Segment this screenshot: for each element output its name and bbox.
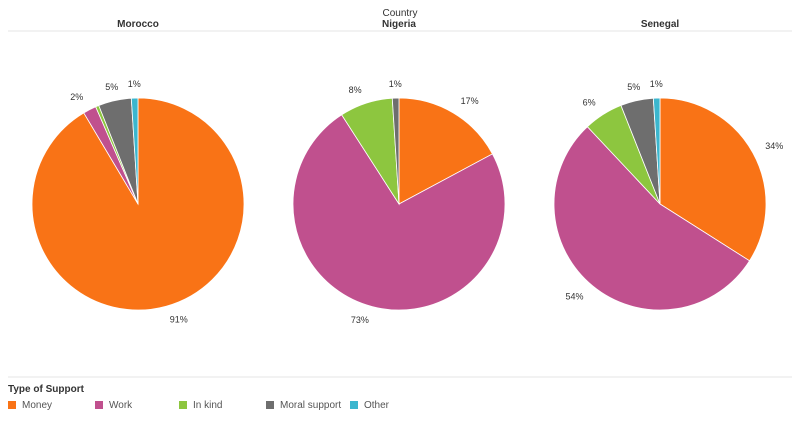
panel-title-nigeria: Nigeria bbox=[382, 19, 416, 30]
pie-slice-senegal-money[interactable] bbox=[659, 97, 767, 262]
pie-slice-senegal-other[interactable] bbox=[652, 97, 661, 205]
facet-field-label: Country bbox=[382, 8, 417, 19]
legend-label: Work bbox=[109, 399, 133, 411]
legend-swatch bbox=[266, 401, 274, 409]
legend-swatch bbox=[95, 401, 103, 409]
panel-title-morocco: Morocco bbox=[117, 19, 159, 30]
slice-label-senegal-moral-support: 5% bbox=[627, 82, 640, 92]
legend-label: In kind bbox=[193, 399, 223, 411]
slice-label-morocco-work: 2% bbox=[70, 92, 83, 102]
pie-slice-nigeria-money[interactable] bbox=[398, 97, 493, 205]
pie-slice-nigeria-moral-support[interactable] bbox=[391, 97, 400, 205]
legend-items: Money Work In kind Moral support Other bbox=[8, 398, 788, 414]
legend-item-money[interactable]: Money bbox=[8, 398, 52, 412]
slice-label-morocco-money: 91% bbox=[170, 315, 188, 325]
pie-slice-senegal-work[interactable] bbox=[553, 126, 751, 311]
slice-label-senegal-work: 54% bbox=[565, 292, 583, 302]
slice-label-nigeria-moral-support: 1% bbox=[389, 79, 402, 89]
legend-title: Type of Support bbox=[8, 384, 84, 395]
legend-label: Moral support bbox=[280, 399, 342, 411]
slice-label-nigeria-in-kind: 8% bbox=[349, 85, 362, 95]
legend-item-moral-support[interactable]: Moral support bbox=[266, 398, 341, 412]
slice-label-nigeria-money: 17% bbox=[461, 96, 479, 106]
legend-swatch bbox=[179, 401, 187, 409]
legend-item-other[interactable]: Other bbox=[350, 398, 389, 412]
slice-label-senegal-other: 1% bbox=[650, 79, 663, 89]
legend-swatch bbox=[350, 401, 358, 409]
legend-label: Other bbox=[364, 399, 390, 411]
legend-label: Money bbox=[22, 399, 53, 411]
legend-swatch bbox=[8, 401, 16, 409]
pie-charts: Country Morocco 91% 2% 5% 1% Nigeria 17% 73% 8% 1… bbox=[8, 8, 792, 378]
slice-label-morocco-other: 1% bbox=[128, 79, 141, 89]
slice-label-senegal-in-kind: 6% bbox=[583, 98, 596, 108]
pie-slice-morocco-other[interactable] bbox=[130, 97, 139, 205]
slice-label-senegal-money: 34% bbox=[765, 141, 783, 151]
panel-title-senegal: Senegal bbox=[641, 19, 680, 30]
legend-item-in-kind[interactable]: In kind bbox=[179, 398, 222, 412]
legend: Type of Support Money Work In kind Moral su… bbox=[8, 384, 788, 424]
legend-item-work[interactable]: Work bbox=[95, 398, 132, 412]
slice-label-nigeria-work: 73% bbox=[351, 315, 369, 325]
pie-slice-nigeria-work[interactable] bbox=[292, 114, 506, 311]
slice-label-morocco-moral-support: 5% bbox=[105, 82, 118, 92]
